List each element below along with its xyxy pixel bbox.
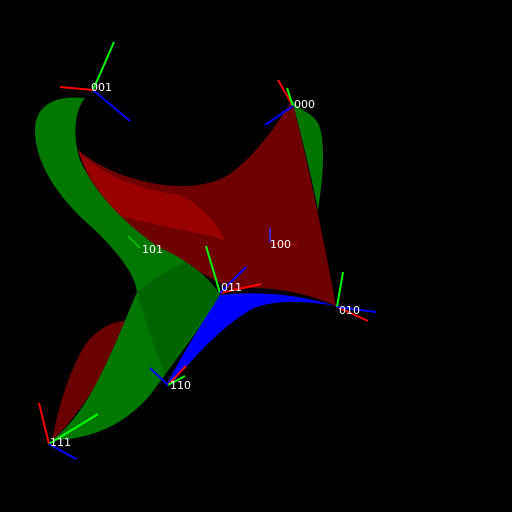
red-surface-upper: [78, 100, 336, 306]
vertex-label-011: 011: [221, 281, 242, 294]
axis-gizmo-100: [269, 228, 299, 246]
vertex-label-000: 000: [294, 98, 315, 111]
vertex-label-100: 100: [270, 238, 291, 251]
axis-gizmo-000: [264, 79, 294, 126]
vertex-label-111: 111: [50, 436, 71, 449]
vertex-label-101: 101: [142, 243, 163, 256]
axis-gizmo-111: [38, 402, 99, 460]
vertex-label-110: 110: [170, 379, 191, 392]
red-surface-highlight: [78, 150, 225, 240]
vertex-label-001: 001: [91, 81, 112, 94]
axis-gizmo-101: [127, 235, 141, 249]
axis-gizmo-010: [336, 271, 377, 322]
green-surface-shade: [137, 262, 220, 375]
vertex-label-010: 010: [339, 304, 360, 317]
green-surface-right-sliver: [292, 100, 324, 210]
axis-gizmo-001: [59, 41, 131, 122]
axis-gizmo-110: [149, 365, 187, 386]
blue-surface: [166, 293, 336, 387]
axis-gizmo-011: [205, 245, 262, 294]
